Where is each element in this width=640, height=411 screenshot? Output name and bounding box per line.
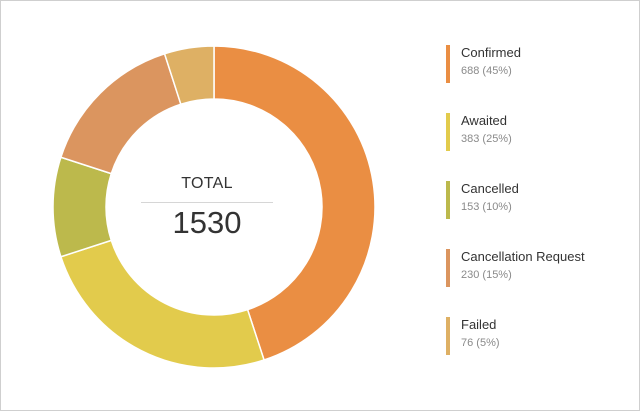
legend-value-cancellation-request: 230 (15%) [461,269,512,281]
donut-slice-cancelled[interactable] [52,156,113,258]
donut-slice-awaited[interactable] [59,239,266,369]
legend-label-cancellation-request: Cancellation Request [461,249,585,264]
legend-item-cancellation-request[interactable]: Cancellation Request 230 (15%) [446,249,636,287]
center-total-value: 1530 [172,205,242,240]
legend-item-failed[interactable]: Failed 76 (5%) [446,317,636,355]
donut-slice-cancellation-request[interactable] [59,52,182,175]
donut-chart-area: TOTAL 1530 [1,1,431,410]
legend-value-awaited: 383 (25%) [461,133,512,145]
legend-swatch-failed [446,317,450,355]
legend-swatch-confirmed [446,45,450,83]
legend-swatch-awaited [446,113,450,151]
legend-swatch-cancellation-request [446,249,450,287]
legend-item-awaited[interactable]: Awaited 383 (25%) [446,113,636,151]
legend-value-failed: 76 (5%) [461,337,500,349]
legend-label-failed: Failed [461,317,497,332]
legend-item-cancelled[interactable]: Cancelled 153 (10%) [446,181,636,219]
donut-slice-failed[interactable] [163,45,215,106]
legend-value-cancelled: 153 (10%) [461,201,512,213]
legend-label-awaited: Awaited [461,113,508,128]
legend-label-confirmed: Confirmed [461,45,521,60]
center-total-title: TOTAL [181,175,233,192]
center-divider [141,202,273,203]
donut-chart [52,45,376,369]
legend-value-confirmed: 688 (45%) [461,65,512,77]
legend-swatch-cancelled [446,181,450,219]
donut-slice-confirmed[interactable] [213,45,376,361]
legend-label-cancelled: Cancelled [461,181,519,196]
legend: Confirmed 688 (45%) Awaited 383 (25%) Ca… [446,43,636,385]
legend-item-confirmed[interactable]: Confirmed 688 (45%) [446,45,636,83]
